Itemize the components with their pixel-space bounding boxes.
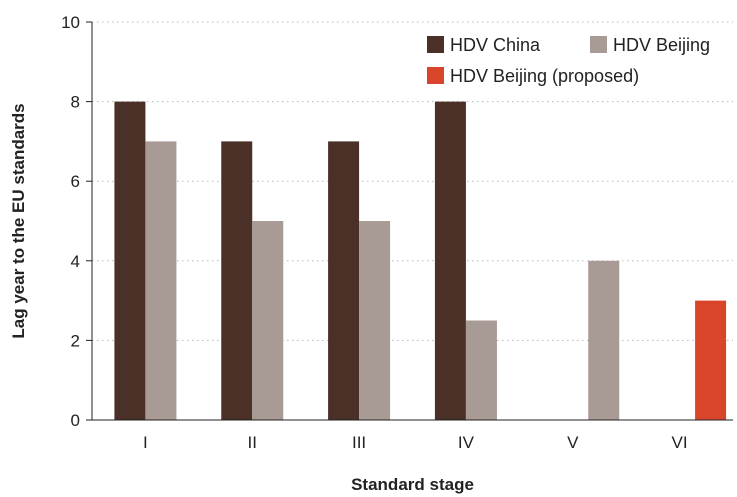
x-tick-label: III — [352, 433, 366, 452]
y-tick-labels: 0 2 4 6 8 10 — [61, 13, 92, 430]
y-tick-label: 4 — [71, 252, 80, 271]
x-tick-label: V — [567, 433, 579, 452]
legend-swatch-hdv-beijing — [590, 36, 607, 53]
bars — [114, 101, 727, 420]
bar-hdv-beijing-proposed-vi — [695, 300, 727, 420]
y-axis-title: Lag year to the EU standards — [9, 103, 28, 338]
x-tick-label: II — [248, 433, 257, 452]
legend-label-hdv-beijing: HDV Beijing — [613, 35, 710, 55]
x-tick-label: I — [143, 433, 148, 452]
legend-label-hdv-beijing-proposed: HDV Beijing (proposed) — [450, 66, 639, 86]
x-tick-labels: I II III IV V VI — [143, 433, 688, 452]
y-tick-label: 8 — [71, 93, 80, 112]
bar-hdv-beijing-i — [145, 141, 177, 420]
bar-hdv-china-ii — [221, 141, 253, 420]
bar-hdv-beijing-ii — [252, 221, 284, 420]
legend-swatch-hdv-beijing-proposed — [427, 67, 444, 84]
bar-hdv-beijing-v — [588, 260, 620, 420]
y-tick-label: 10 — [61, 13, 80, 32]
y-tick-label: 6 — [71, 172, 80, 191]
x-tick-label: VI — [672, 433, 688, 452]
legend-swatch-hdv-china — [427, 36, 444, 53]
bar-hdv-china-i — [114, 101, 146, 420]
y-tick-label: 0 — [71, 411, 80, 430]
x-axis-title: Standard stage — [351, 475, 474, 494]
bar-hdv-china-iv — [434, 101, 466, 420]
gridlines — [92, 21, 733, 341]
bar-hdv-beijing-iii — [359, 221, 391, 420]
legend-label-hdv-china: HDV China — [450, 35, 541, 55]
legend: HDV China HDV Beijing HDV Beijing (propo… — [427, 35, 710, 86]
bar-hdv-china-iii — [328, 141, 360, 420]
y-tick-label: 2 — [71, 331, 80, 350]
bar-hdv-beijing-iv — [465, 320, 497, 420]
x-tick-label: IV — [458, 433, 475, 452]
